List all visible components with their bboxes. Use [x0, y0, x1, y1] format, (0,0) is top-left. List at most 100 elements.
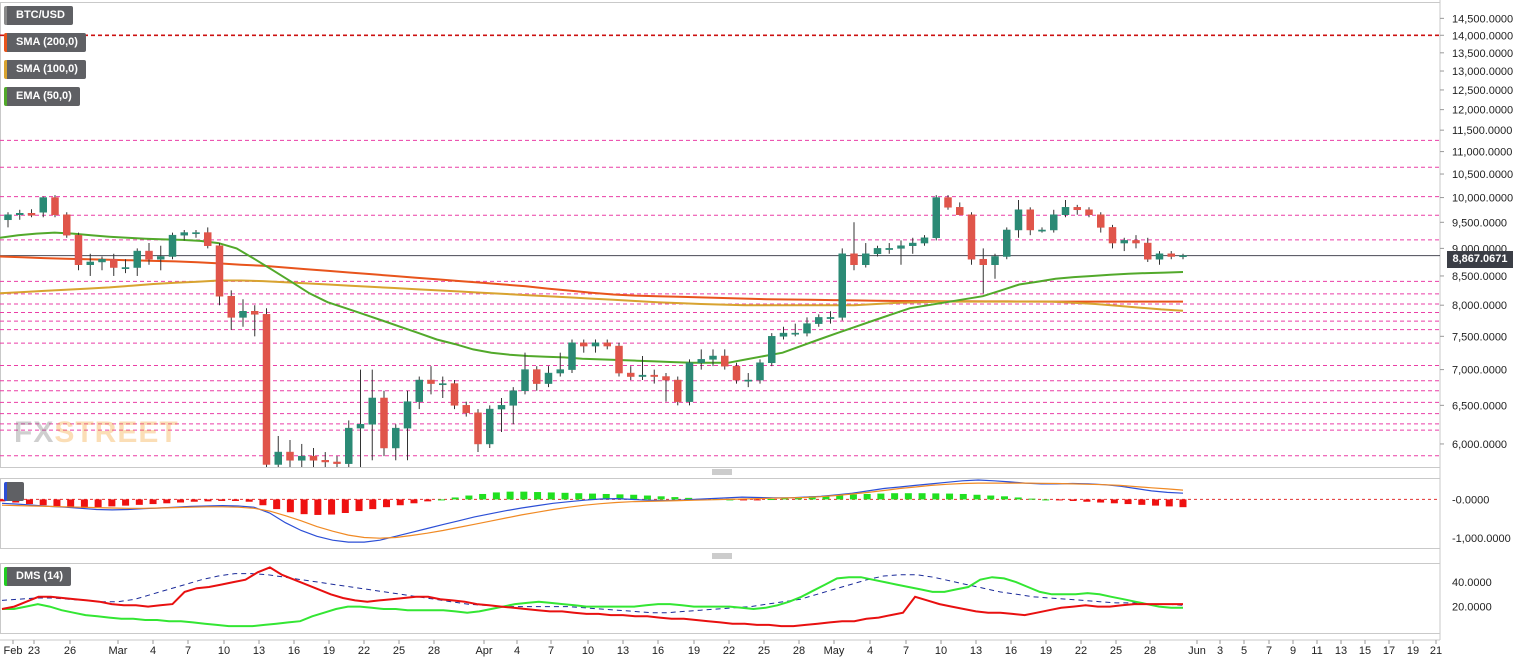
macd-histogram-bar — [822, 495, 830, 500]
candle-up — [168, 234, 177, 257]
candle-up — [885, 248, 893, 250]
price-tick-label: 12,000.0000 — [1452, 105, 1513, 117]
macd-histogram-bar — [273, 499, 281, 510]
macd-histogram-bar — [122, 499, 130, 506]
price-tick-label: 13,000.0000 — [1452, 66, 1513, 78]
date-tick-label: 26 — [64, 645, 76, 657]
minus-di-line — [1, 566, 1183, 628]
date-tick-label: 19 — [323, 645, 335, 657]
candle-down — [462, 405, 470, 414]
candle-down — [603, 342, 611, 347]
candle-up — [180, 232, 188, 236]
candle-up — [439, 383, 447, 386]
candle-up — [368, 397, 376, 425]
macd-histogram-bar — [959, 493, 967, 500]
price-tick-label: 8,500.0000 — [1452, 271, 1507, 283]
price-tick-label: 8,000.0000 — [1452, 300, 1507, 312]
date-tick-label: Apr — [475, 645, 492, 657]
candle-up — [1120, 240, 1128, 244]
price-tick-label: 6,500.0000 — [1452, 400, 1507, 412]
date-tick-label: 7 — [903, 645, 909, 657]
date-tick-label: 23 — [28, 645, 40, 657]
candle-up — [497, 405, 506, 410]
macd-histogram-bar — [1179, 499, 1187, 508]
candle-down — [145, 250, 153, 260]
candle-up — [133, 250, 141, 268]
date-tick-label: 28 — [1144, 645, 1156, 657]
sma200-line — [0, 255, 1183, 303]
candle-up — [16, 213, 24, 215]
macd-histogram-bar — [479, 493, 487, 500]
candle-down — [850, 253, 858, 265]
panel-resize-handles[interactable] — [712, 469, 732, 559]
symbol-tag[interactable]: BTC/USD — [4, 6, 73, 25]
price-tick-label: 14,500.0000 — [1452, 13, 1513, 25]
candle-up — [568, 342, 576, 370]
macd-histogram-bar — [781, 497, 789, 500]
candle-down — [662, 376, 670, 381]
candle-up — [544, 372, 553, 384]
macd-histogram-bar — [300, 499, 308, 515]
macd-histogram-bar — [891, 493, 899, 500]
macd-tick-label: -0.0000 — [1452, 494, 1489, 506]
macd-histogram-bar — [383, 499, 391, 508]
candle-down — [333, 461, 341, 464]
date-tick-label: 25 — [1110, 645, 1122, 657]
candle-up — [591, 342, 600, 347]
candle-down — [51, 197, 59, 215]
macd-histogram-bar — [877, 493, 885, 500]
candle-up — [4, 214, 12, 221]
date-tick-label: 11 — [1311, 645, 1322, 657]
candle-down — [627, 372, 635, 377]
candle-down — [27, 213, 36, 216]
macd-histogram-bar — [808, 496, 816, 500]
date-tick-label: Mar — [109, 645, 128, 657]
candle-up — [521, 369, 529, 391]
macd-histogram-bar — [740, 499, 748, 501]
candle-down — [1144, 242, 1152, 260]
macd-histogram-bar — [39, 499, 47, 506]
candle-up — [838, 253, 846, 318]
sma200-tag[interactable]: SMA (200,0) — [4, 33, 86, 52]
macd-histogram-bar — [94, 499, 102, 508]
macd-histogram-bar — [245, 499, 253, 502]
date-tick-label: Feb — [4, 645, 23, 657]
candle-up — [862, 253, 870, 265]
macd-histogram-bar — [204, 499, 212, 502]
macd-histogram-bar — [602, 493, 610, 500]
candle-up — [768, 336, 776, 364]
panel-frames — [0, 0, 1441, 641]
macd-signal-line — [1, 482, 1184, 539]
candle-up — [98, 258, 106, 263]
candle-up — [1003, 229, 1011, 257]
candle-up — [86, 261, 94, 265]
date-tick-label: 25 — [758, 645, 770, 657]
macd-tick-label: -1,000.0000 — [1452, 533, 1511, 545]
macd-histogram-bar — [973, 494, 981, 500]
candle-up — [556, 369, 564, 374]
dms-tag[interactable]: DMS (14) — [4, 567, 72, 586]
candle-up — [1038, 229, 1046, 232]
candle-up — [897, 245, 905, 249]
candle-down — [533, 369, 541, 384]
macd-histogram-bar — [135, 499, 143, 505]
macd-histogram-bar — [987, 495, 995, 500]
macd-histogram-bar — [1014, 497, 1022, 500]
candle-down — [251, 311, 259, 315]
macd-histogram-bar — [726, 499, 734, 501]
macd-histogram-bar — [1042, 499, 1050, 501]
sma100-tag[interactable]: SMA (100,0) — [4, 60, 86, 79]
candle-down — [309, 455, 318, 461]
macd-histogram-bar — [218, 499, 226, 501]
date-tick-label: 13 — [1335, 645, 1347, 657]
macd-histogram-bar — [534, 492, 542, 500]
candle-up — [685, 362, 694, 402]
macd-histogram-bar — [465, 495, 473, 500]
candle-up — [932, 197, 940, 239]
dms-tick-label: 40.0000 — [1452, 577, 1492, 589]
macd-tag[interactable] — [4, 482, 24, 501]
candle-up — [803, 323, 811, 334]
date-tick-label: 13 — [970, 645, 982, 657]
macd-histogram-bar — [53, 499, 61, 507]
ema50-tag[interactable]: EMA (50,0) — [4, 87, 80, 106]
